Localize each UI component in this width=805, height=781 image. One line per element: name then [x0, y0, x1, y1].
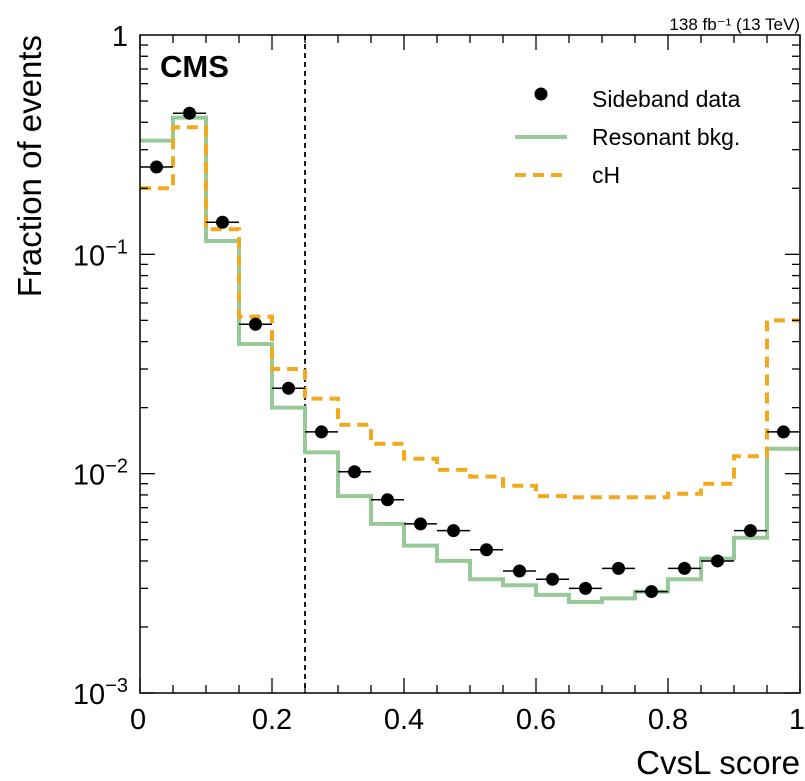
data-point: [348, 465, 361, 479]
data-point: [711, 554, 724, 568]
data-marks: [140, 106, 800, 604]
x-tick-label: 0.2: [252, 704, 292, 736]
data-point: [480, 543, 493, 557]
x-axis-title: CvsL score: [636, 744, 800, 781]
legend-label: cH: [592, 162, 620, 188]
experiment-label: CMS: [160, 49, 229, 84]
data-point: [744, 524, 757, 538]
luminosity-label: 138 fb⁻¹ (13 TeV): [669, 15, 800, 34]
data-point: [216, 215, 229, 229]
data-point: [645, 585, 658, 599]
data-point: [678, 561, 691, 575]
data-point: [612, 561, 625, 575]
y-tick-label: 10−1: [73, 236, 128, 272]
x-tick-label: 0: [130, 704, 146, 736]
data-point: [414, 517, 427, 531]
y-tick-label: 10−3: [73, 675, 128, 711]
data-point: [579, 581, 592, 595]
data-point: [381, 493, 394, 507]
legend: Sideband data Resonant bkg. cH: [515, 86, 741, 188]
series-1-step-line: [140, 115, 800, 604]
y-tick-label: 1: [112, 21, 128, 53]
x-tick-label: 0.6: [516, 704, 556, 736]
x-tick-label: 1: [789, 704, 805, 736]
data-point: [282, 381, 295, 395]
data-point: [447, 524, 460, 538]
series-2-step-line: [140, 125, 800, 500]
y-axis-title: Fraction of events: [11, 35, 48, 297]
x-tick-label: 0.8: [648, 704, 688, 736]
axes: 0 0.2 0.4 0.6 0.8 1 1 10−1 10−2 10−3: [73, 21, 805, 736]
data-point: [777, 425, 790, 439]
data-point: [183, 106, 196, 120]
x-tick-label: 0.4: [384, 704, 424, 736]
data-point: [150, 160, 163, 174]
data-point: [315, 425, 328, 439]
legend-label: Resonant bkg.: [592, 124, 740, 150]
data-point: [546, 572, 559, 586]
data-point: [513, 564, 526, 578]
legend-label: Sideband data: [592, 86, 741, 112]
legend-marker-points: [534, 87, 548, 101]
data-point: [249, 317, 262, 331]
y-tick-label: 10−2: [73, 456, 128, 492]
